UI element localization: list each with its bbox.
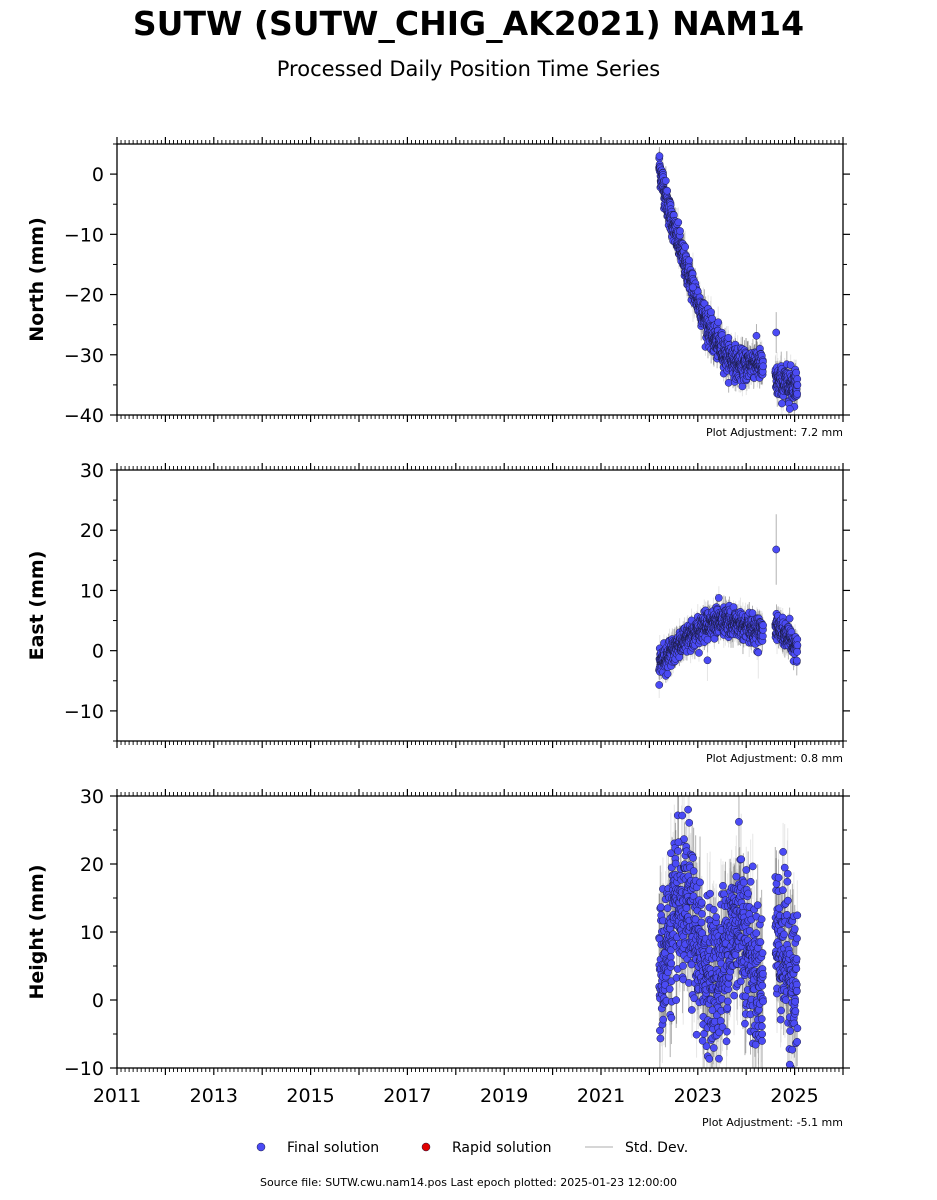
final-solution-point [785,405,794,413]
final-solution-point [724,333,733,342]
y-tick-label: 20 [80,520,104,542]
final-solution-point [778,399,786,408]
y-tick-label: −20 [64,285,104,307]
final-solution-point [772,328,781,337]
final-solution-point [663,670,672,678]
final-solution-point [792,368,801,377]
final-solution-point [793,381,802,389]
final-solution-point [793,647,802,656]
data-layer [655,514,802,698]
panel-north: 0 −10 −20 −30 −40 North (mm) Plot Adjustment: … [26,137,850,439]
final-solution-point [759,362,767,371]
final-solution-point [707,308,715,317]
final-solution-point [785,614,794,623]
final-solution-point [685,256,693,265]
y-axis-label: East (mm) [26,551,48,661]
final-solution-point [676,227,684,235]
y-tick-label: 0 [92,164,104,186]
y-tick-label: −10 [64,224,104,246]
final-solution-point [729,603,738,611]
plot-adjustment-label: Plot Adjustment: 0.8 mm [706,752,843,765]
final-solution-point [714,318,723,327]
final-solution-point [752,331,761,340]
final-solution-point [689,283,697,292]
final-solution-point [772,545,781,554]
y-tick-label: 10 [80,580,104,602]
data-layer [655,146,802,415]
final-solution-point [663,186,672,195]
final-solution-point [695,649,703,657]
y-tick-label: 30 [80,460,104,482]
data-layer [655,796,802,1068]
y-tick-label: −10 [64,701,104,723]
panel-east: 30 20 10 0 −10 East (mm) Plot Adjustment: 0.8 … [26,460,850,765]
final-solution-point [674,218,683,227]
y-tick-label: 0 [92,641,104,663]
y-tick-label: −30 [64,345,104,367]
final-solution-point [714,594,723,602]
final-solution-point [655,681,664,689]
final-solution-point [793,389,802,398]
final-solution-point [655,152,664,160]
final-solution-point [759,621,767,630]
final-solution-point [703,656,712,665]
y-tick-label: −40 [64,405,104,427]
y-axis-label: North (mm) [26,217,48,342]
plot-adjustment-label: Plot Adjustment: 7.2 mm [706,426,843,439]
final-solution-point [661,176,670,185]
final-solution-point [681,243,690,251]
final-solution-point [793,656,801,665]
final-solution-point [793,641,802,650]
chart-subtitle: Processed Daily Position Time Series [276,57,661,81]
final-solution-point [786,361,795,369]
chart-title: SUTW (SUTW_CHIG_AK2021) NAM14 [132,4,805,43]
final-solution-point [754,648,763,657]
